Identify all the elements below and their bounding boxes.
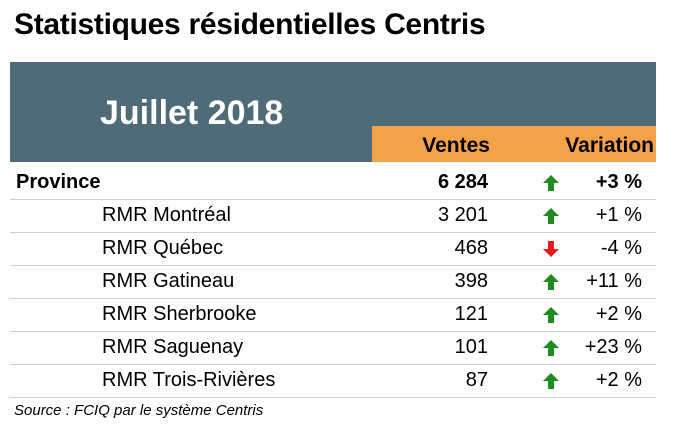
row-sales: 6 284 bbox=[437, 171, 488, 193]
table-row-gatineau: RMR Gatineau 398 +11 % bbox=[10, 265, 656, 299]
column-header-variation: Variation bbox=[565, 134, 654, 157]
table-row-trois-rivieres: RMR Trois-Rivières 87 +2 % bbox=[10, 364, 656, 398]
row-variation: +1 % bbox=[595, 204, 642, 226]
arrow-up-icon bbox=[542, 207, 560, 225]
row-label: RMR Trois-Rivières bbox=[102, 369, 276, 391]
row-variation: +3 % bbox=[595, 171, 642, 193]
period-label: Juillet 2018 bbox=[100, 94, 284, 132]
row-label: RMR Québec bbox=[102, 237, 224, 259]
row-variation: +2 % bbox=[595, 303, 642, 325]
row-variation: -4 % bbox=[600, 237, 642, 259]
row-sales: 3 201 bbox=[437, 204, 488, 226]
row-sales: 87 bbox=[465, 369, 488, 391]
table-row-province: Province 6 284 +3 % bbox=[10, 166, 656, 200]
arrow-up-icon bbox=[542, 306, 560, 324]
arrow-up-icon bbox=[542, 339, 560, 357]
row-sales: 398 bbox=[454, 270, 488, 292]
column-header-sales: Ventes bbox=[422, 134, 490, 157]
arrow-down-icon bbox=[542, 240, 560, 258]
row-variation: +2 % bbox=[595, 369, 642, 391]
arrow-up-icon bbox=[542, 174, 560, 192]
row-variation: +11 % bbox=[586, 270, 642, 292]
arrow-up-icon bbox=[542, 273, 560, 291]
source-note: Source : FCIQ par le système Centris bbox=[14, 402, 264, 419]
table-row-sherbrooke: RMR Sherbrooke 121 +2 % bbox=[10, 298, 656, 332]
table-row-montreal: RMR Montréal 3 201 +1 % bbox=[10, 199, 656, 233]
row-label: RMR Montréal bbox=[102, 204, 231, 226]
row-variation: +23 % bbox=[584, 336, 642, 358]
row-label: RMR Saguenay bbox=[102, 336, 244, 358]
row-label: RMR Sherbrooke bbox=[102, 303, 257, 325]
table-row-saguenay: RMR Saguenay 101 +23 % bbox=[10, 331, 656, 365]
row-sales: 121 bbox=[454, 303, 488, 325]
arrow-up-icon bbox=[542, 372, 560, 390]
table-row-quebec: RMR Québec 468 -4 % bbox=[10, 232, 656, 266]
row-label: RMR Gatineau bbox=[102, 270, 235, 292]
page-title: Statistiques résidentielles Centris bbox=[14, 8, 486, 41]
row-sales: 101 bbox=[454, 336, 488, 358]
row-sales: 468 bbox=[454, 237, 488, 259]
column-header-bar bbox=[372, 126, 656, 162]
row-label: Province bbox=[16, 171, 101, 193]
